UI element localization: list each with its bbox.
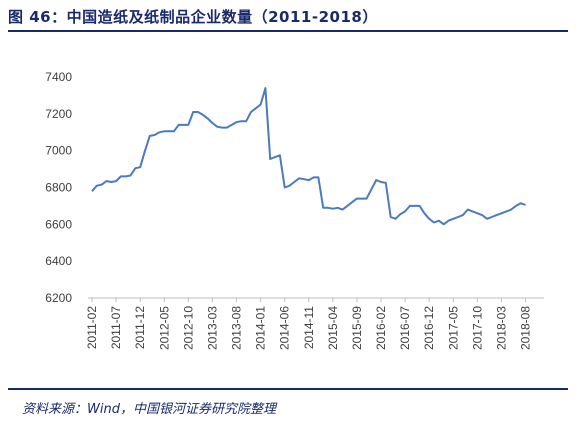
x-tick-label: 2014-01 [254,306,268,350]
series-line [91,87,526,226]
x-tick-label: 2013-08 [230,306,244,350]
y-tick-label: 6600 [45,217,72,231]
y-tick-label: 6800 [45,181,72,195]
x-tick-label: 2011-07 [109,306,123,349]
x-tick-label: 2014-06 [278,306,292,350]
x-tick-label: 2018-03 [494,306,508,350]
x-tick-label: 2011-02 [85,306,99,349]
x-tick-label: 2015-09 [350,306,364,350]
x-tick-label: 2012-10 [181,306,195,350]
y-tick-label: 7400 [45,70,72,84]
figure-title: 图 46：中国造纸及纸制品企业数量（2011-2018） [8,8,378,26]
x-tick-label: 2012-05 [157,306,171,350]
x-tick-label: 2016-12 [422,306,436,350]
y-tick-label: 7000 [45,144,72,158]
x-tick-label: 2014-11 [302,306,316,349]
x-tick-label: 2013-03 [205,306,219,350]
x-axis-labels: 2011-02 2011-07 2011-12 2012-05 2012-10 2013-… [85,306,533,350]
x-tick-label: 2016-02 [374,306,388,350]
x-tick-label: 2016-07 [398,306,412,350]
title-rule [8,30,568,32]
y-tick-label: 7200 [45,107,72,121]
source-note: 资料来源：Wind，中国银河证券研究院整理 [22,402,276,417]
source-rule [8,388,568,390]
x-tick-label: 2017-10 [470,306,484,350]
x-tick-label: 2011-12 [133,306,147,349]
y-tick-label: 6200 [45,291,72,305]
x-axis-ticks [91,298,527,302]
y-axis-labels: 6200 6400 6600 6800 7000 7200 7400 [45,70,72,305]
x-tick-label: 2017-05 [446,306,460,350]
y-tick-label: 6400 [45,254,72,268]
x-tick-label: 2018-08 [519,306,533,350]
x-tick-label: 2015-04 [326,306,340,350]
